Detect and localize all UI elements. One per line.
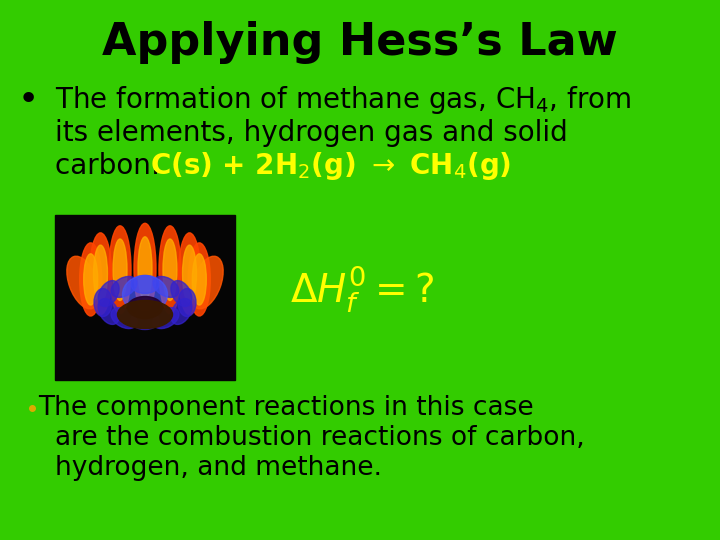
Ellipse shape [109,226,131,314]
Ellipse shape [131,275,159,294]
Ellipse shape [111,308,137,328]
Ellipse shape [163,239,177,300]
Ellipse shape [117,300,173,328]
Ellipse shape [98,281,119,306]
Ellipse shape [134,224,156,313]
Ellipse shape [89,233,112,315]
Text: •: • [18,83,40,117]
Ellipse shape [192,254,207,305]
Text: The component reactions in this case: The component reactions in this case [38,395,534,421]
Ellipse shape [127,296,163,319]
Ellipse shape [111,276,137,298]
Text: are the combustion reactions of carbon,: are the combustion reactions of carbon, [55,425,585,451]
Ellipse shape [171,281,192,306]
Ellipse shape [80,243,102,316]
Ellipse shape [84,254,98,305]
Ellipse shape [94,245,107,302]
Ellipse shape [159,226,181,314]
Ellipse shape [131,312,159,329]
Text: $\Delta H_f^0 = ?$: $\Delta H_f^0 = ?$ [290,264,435,315]
Text: C(s) + 2H$_2$(g) $\rightarrow$ CH$_4$(g): C(s) + 2H$_2$(g) $\rightarrow$ CH$_4$(g) [150,150,511,182]
Ellipse shape [182,245,197,302]
Ellipse shape [191,256,223,309]
Ellipse shape [189,243,210,316]
Ellipse shape [98,299,119,325]
Ellipse shape [179,233,200,315]
Ellipse shape [178,288,196,316]
Text: The formation of methane gas, CH$_4$, from: The formation of methane gas, CH$_4$, fr… [55,84,631,116]
Ellipse shape [122,275,168,314]
Text: Applying Hess’s Law: Applying Hess’s Law [102,21,618,64]
Text: its elements, hydrogen gas and solid: its elements, hydrogen gas and solid [55,119,568,147]
Ellipse shape [94,288,112,316]
Bar [55,215,235,380]
Text: hydrogen, and methane.: hydrogen, and methane. [55,455,382,481]
Ellipse shape [138,237,152,300]
Ellipse shape [153,276,179,298]
Ellipse shape [153,308,179,328]
Ellipse shape [171,299,192,325]
Ellipse shape [67,256,99,309]
Ellipse shape [113,239,127,300]
Text: carbon:: carbon: [55,152,178,180]
